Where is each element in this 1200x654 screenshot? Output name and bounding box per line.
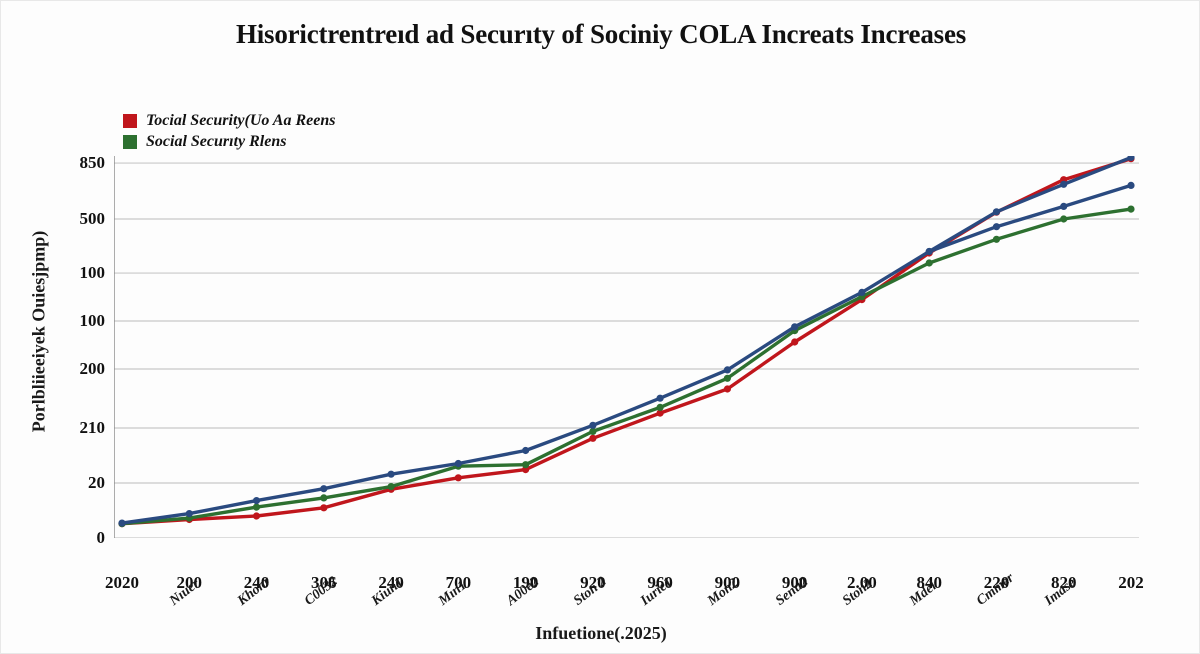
y-axis-tick-label: 100 bbox=[79, 263, 106, 283]
y-axis-tick-label: 20 bbox=[88, 472, 105, 492]
series-marker bbox=[387, 483, 395, 491]
series-marker bbox=[454, 459, 462, 468]
series-marker bbox=[118, 519, 126, 527]
series-marker bbox=[589, 434, 597, 442]
series-marker bbox=[1127, 156, 1135, 162]
series-marker bbox=[1127, 205, 1135, 213]
series-line-0 bbox=[120, 157, 1133, 526]
x-axis-tick-label: 306 bbox=[311, 573, 337, 592]
series-marker bbox=[589, 421, 597, 429]
series-line-1 bbox=[120, 207, 1133, 526]
x-axis-title: Infuetione(.2025) bbox=[535, 623, 667, 643]
x-axis-tick-label: 2.00 bbox=[847, 573, 877, 592]
y-axis-tick-label: 100 bbox=[79, 311, 106, 331]
series-marker bbox=[992, 235, 1001, 243]
series-marker bbox=[185, 510, 193, 518]
x-axis-tick-numbers: 2020 200 240 306 240 700 190 920 960 900 900 2.00 84… bbox=[105, 573, 1144, 599]
series-marker bbox=[522, 446, 530, 455]
series-marker bbox=[522, 461, 530, 469]
legend-color-swatch bbox=[123, 134, 137, 149]
series-marker bbox=[791, 338, 799, 346]
x-axis-tick-label: 700 bbox=[445, 573, 472, 592]
y-axis-tick-label: 850 bbox=[79, 153, 106, 173]
x-axis-tick-label: 960 bbox=[647, 573, 673, 592]
legend-item[interactable]: Tocial Security(Uo Aa Reens bbox=[123, 110, 335, 131]
legend-item[interactable]: Social Securıty Rlens bbox=[123, 131, 335, 152]
chart-title: Hisorictrentreıd ad Securıty of Sociniy … bbox=[235, 19, 967, 49]
x-axis-tick-label: 240 bbox=[378, 573, 404, 592]
series-marker bbox=[925, 259, 933, 267]
x-axis-tick-label: 2020 bbox=[105, 573, 139, 592]
series-marker bbox=[1127, 181, 1135, 189]
x-axis-tick-label: 820 bbox=[1050, 573, 1077, 592]
series-marker bbox=[858, 288, 866, 296]
series-marker bbox=[656, 394, 664, 402]
series-marker bbox=[992, 223, 1001, 231]
y-axis-tick-label: 200 bbox=[79, 359, 106, 378]
series-marker bbox=[1060, 215, 1068, 223]
x-axis-tick-label: 240 bbox=[243, 573, 270, 592]
series-marker bbox=[320, 485, 328, 493]
series-marker bbox=[992, 208, 1001, 216]
series-marker bbox=[252, 503, 261, 511]
series-marker bbox=[656, 403, 664, 411]
series-marker bbox=[454, 474, 462, 482]
series-marker bbox=[252, 497, 261, 505]
y-axis-tick-label: 210 bbox=[79, 417, 106, 437]
series-marker bbox=[320, 494, 328, 502]
y-axis-tick-labels: 850 500 100 100 200 210 20 0 bbox=[41, 153, 106, 547]
series-line-2 bbox=[120, 156, 1133, 525]
series-line-3 bbox=[927, 183, 1133, 254]
x-axis-tick-label: 900 bbox=[714, 573, 741, 592]
series-marker bbox=[320, 504, 328, 512]
series-marker bbox=[252, 512, 261, 520]
series-marker bbox=[387, 470, 395, 478]
x-axis-tick-names: Nıuer Khonr C0032 Kiun1 Mın1 A00e2 Ston 2 Iurie… bbox=[114, 571, 1139, 637]
plot-area bbox=[114, 156, 1139, 538]
series-marker bbox=[1060, 180, 1068, 188]
x-axis-tick-label: 202 bbox=[1118, 573, 1144, 592]
plot-svg bbox=[114, 156, 1139, 538]
series-marker bbox=[791, 323, 799, 331]
x-axis-tick-label: 900 bbox=[781, 573, 808, 592]
series-marker bbox=[589, 427, 597, 435]
legend-color-swatch bbox=[123, 113, 137, 128]
x-axis-tick-label: 190 bbox=[512, 573, 539, 592]
y-axis-tick-label: 500 bbox=[79, 209, 106, 229]
x-axis-tick-label: 840 bbox=[916, 573, 942, 592]
series-marker bbox=[723, 374, 732, 382]
series-marker bbox=[723, 366, 732, 374]
series-marker bbox=[1060, 202, 1068, 211]
x-axis-tick-label: 200 bbox=[176, 573, 203, 592]
x-axis-tick-label: 220 bbox=[983, 573, 1010, 592]
legend-item-label: Social Securıty Rlens bbox=[146, 132, 287, 150]
x-axis-tick-label: 920 bbox=[580, 573, 606, 592]
series-marker bbox=[723, 385, 732, 393]
chart-legend: Tocial Security(Uo Aa Reens Social Securı… bbox=[123, 110, 335, 152]
series-marker bbox=[925, 247, 933, 256]
y-axis-tick-label: 0 bbox=[96, 528, 106, 547]
legend-item-label: Tocial Security(Uo Aa Reens bbox=[146, 111, 336, 129]
